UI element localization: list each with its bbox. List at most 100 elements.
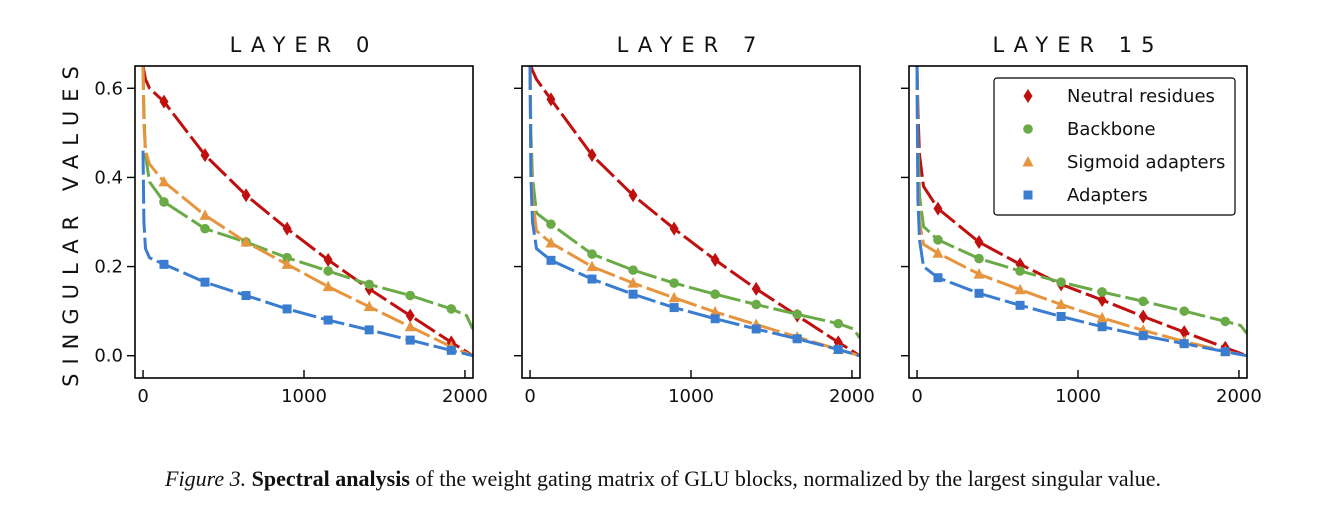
data-point bbox=[1220, 316, 1231, 327]
legend-label: Backbone bbox=[1067, 119, 1156, 140]
data-point bbox=[405, 308, 415, 323]
data-point bbox=[933, 201, 943, 216]
series-line-3 bbox=[528, 66, 860, 358]
plot-frame bbox=[521, 65, 861, 379]
data-point bbox=[833, 318, 844, 329]
x-tick-label: 0 bbox=[137, 386, 148, 407]
legend-box bbox=[993, 77, 1236, 216]
data-point bbox=[751, 299, 761, 310]
data-point bbox=[833, 344, 843, 354]
data-point bbox=[241, 291, 251, 301]
x-tick-label: 2000 bbox=[1216, 386, 1262, 407]
data-point bbox=[974, 235, 984, 250]
data-point bbox=[710, 314, 720, 324]
data-point bbox=[586, 260, 598, 272]
y-tick-label: 0.4 bbox=[94, 167, 123, 188]
data-point bbox=[200, 223, 210, 234]
data-point bbox=[364, 279, 374, 290]
data-point bbox=[710, 252, 720, 267]
series-line-1 bbox=[528, 66, 860, 339]
data-point bbox=[1179, 306, 1190, 316]
x-tick-label: 1000 bbox=[668, 386, 714, 407]
data-point bbox=[587, 148, 597, 163]
y-tick-label: 0.2 bbox=[94, 257, 123, 278]
data-point bbox=[668, 291, 680, 303]
x-tick-label: 2000 bbox=[829, 386, 875, 407]
data-point bbox=[1097, 287, 1107, 297]
y-tick-label: 0.0 bbox=[94, 346, 123, 367]
data-point bbox=[792, 334, 802, 344]
data-point bbox=[281, 258, 293, 269]
x-tick-label: 0 bbox=[524, 386, 535, 407]
data-point bbox=[546, 92, 556, 107]
legend-marker bbox=[1022, 156, 1034, 167]
y-axis-label: SINGULAR VALUES bbox=[59, 57, 83, 387]
x-tick-label: 0 bbox=[911, 386, 922, 407]
data-point bbox=[974, 253, 984, 264]
y-tick-label: 0.6 bbox=[94, 78, 123, 99]
panel-title: LAYER 0 bbox=[230, 33, 379, 57]
data-point bbox=[628, 188, 638, 203]
data-point bbox=[628, 265, 638, 275]
legend-marker bbox=[1023, 89, 1033, 103]
panel-title: LAYER 7 bbox=[617, 33, 766, 57]
data-point bbox=[545, 236, 557, 248]
data-point bbox=[241, 188, 251, 203]
series-group bbox=[528, 66, 860, 358]
data-point bbox=[1220, 347, 1230, 357]
data-point bbox=[1015, 266, 1025, 276]
legend-marker bbox=[1023, 190, 1033, 200]
data-point bbox=[159, 94, 169, 109]
data-point bbox=[1056, 277, 1066, 287]
data-point bbox=[1015, 300, 1025, 310]
data-point bbox=[200, 148, 210, 163]
data-point bbox=[628, 289, 638, 299]
data-point bbox=[973, 268, 985, 279]
data-point bbox=[546, 255, 556, 265]
data-point bbox=[1097, 293, 1107, 307]
data-point bbox=[199, 209, 211, 220]
legend-label: Adapters bbox=[1067, 185, 1148, 206]
data-point bbox=[974, 288, 984, 298]
data-point bbox=[1056, 311, 1066, 321]
chart-panel-1: LAYER 7 0 1000 2000 bbox=[514, 33, 875, 407]
data-point bbox=[792, 309, 803, 320]
data-point bbox=[1179, 339, 1189, 349]
data-point bbox=[627, 277, 639, 288]
data-point bbox=[1138, 296, 1148, 307]
data-point bbox=[587, 274, 597, 284]
x-tick-label: 1000 bbox=[1055, 386, 1101, 407]
figure: LAYER 0 0 1000 2000 0.0 0.2 0.4 0.6 SINGULAR VAL… bbox=[59, 33, 1262, 407]
data-point bbox=[1096, 311, 1108, 323]
data-point bbox=[159, 197, 169, 207]
data-point bbox=[200, 277, 210, 287]
data-point bbox=[282, 304, 292, 314]
data-point bbox=[322, 280, 334, 292]
data-point bbox=[751, 281, 761, 296]
series-line-2 bbox=[141, 66, 473, 358]
series-line-0 bbox=[141, 66, 473, 357]
data-point bbox=[1138, 331, 1148, 341]
data-point bbox=[1055, 298, 1067, 309]
data-point bbox=[323, 252, 333, 267]
data-point bbox=[669, 221, 679, 236]
series-group bbox=[915, 66, 1247, 358]
data-point bbox=[363, 300, 375, 312]
data-point bbox=[1014, 283, 1026, 295]
data-point bbox=[546, 219, 556, 230]
data-point bbox=[446, 304, 457, 314]
data-point bbox=[751, 324, 761, 334]
data-point bbox=[932, 247, 944, 258]
figure-caption: Figure 3. Spectral analysis of the weigh… bbox=[0, 466, 1326, 492]
data-point bbox=[405, 290, 416, 301]
x-tick-label: 1000 bbox=[281, 386, 327, 407]
data-point bbox=[710, 289, 720, 300]
caption-text: of the weight gating matrix of GLU block… bbox=[415, 466, 1161, 491]
data-point bbox=[446, 345, 456, 355]
data-point bbox=[323, 315, 333, 325]
series-group bbox=[141, 66, 473, 358]
data-point bbox=[240, 236, 252, 247]
data-point bbox=[709, 306, 721, 317]
data-point bbox=[159, 259, 169, 269]
chart-panel-2: LAYER 15 0 1000 2000 Neutral residues Backbon… bbox=[901, 33, 1262, 407]
